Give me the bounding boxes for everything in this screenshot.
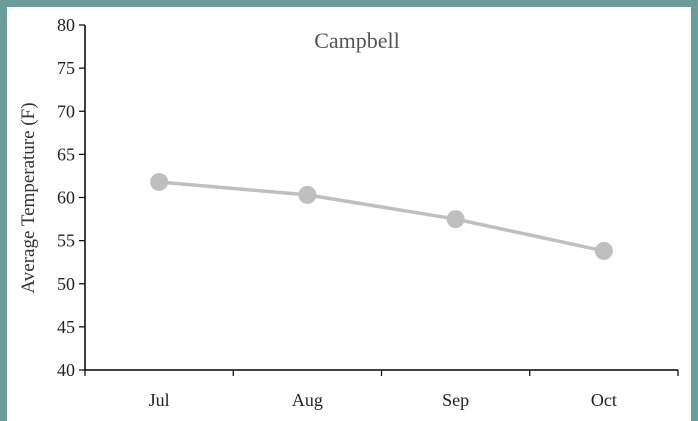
x-tick-label: Aug [292, 390, 323, 410]
y-tick-label: 60 [57, 188, 75, 208]
data-point [150, 172, 169, 191]
data-point [446, 210, 465, 229]
y-tick-label: 70 [57, 101, 75, 121]
data-point [594, 241, 613, 260]
x-tick-label: Sep [442, 390, 469, 410]
x-ticks: Jul Aug Sep Oct [84, 370, 679, 410]
x-tick-label: Oct [591, 390, 617, 410]
data-point [298, 185, 317, 204]
y-tick-label: 45 [57, 317, 75, 337]
y-tick-label: 55 [57, 231, 75, 251]
y-ticks: 40 45 50 55 60 65 70 75 80 [57, 15, 85, 380]
series-line [158, 180, 605, 253]
y-axis-label: Average Temperature (F) [18, 102, 39, 293]
x-tick-label: Jul [149, 390, 170, 410]
chart-title: Campbell [314, 28, 400, 53]
y-tick-label: 65 [57, 144, 75, 164]
plot-area [150, 172, 613, 260]
y-tick-label: 50 [57, 274, 75, 294]
y-tick-label: 75 [57, 58, 75, 78]
y-tick-label: 80 [57, 15, 75, 35]
axes [84, 25, 678, 371]
y-tick-label: 40 [57, 360, 75, 380]
